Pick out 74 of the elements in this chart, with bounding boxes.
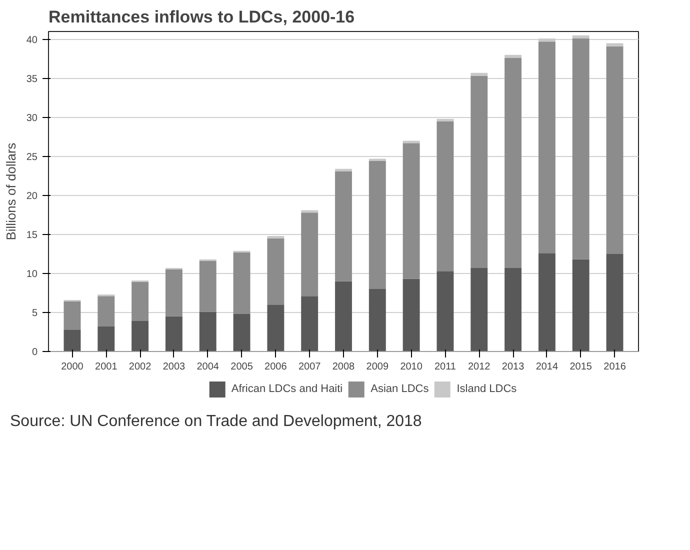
legend-label: African LDCs and Haiti — [231, 383, 343, 395]
x-tick-label: 2002 — [128, 362, 152, 372]
y-tick-label: 40 — [26, 34, 38, 46]
bar — [470, 72, 488, 76]
x-tick-label: 2001 — [95, 362, 118, 372]
bar — [436, 121, 454, 272]
bar — [301, 212, 318, 296]
bar — [572, 259, 590, 352]
bar — [606, 46, 624, 254]
x-tick-label: 2011 — [434, 362, 456, 372]
bar — [436, 118, 454, 122]
bar — [402, 143, 420, 279]
bar — [538, 42, 556, 254]
source-note: Source: UN Conference on Trade and Development, 2018 — [10, 412, 422, 432]
bar — [606, 43, 624, 46]
y-tick-label: 30 — [26, 112, 38, 124]
bar — [368, 158, 386, 162]
y-tick-label: 35 — [26, 74, 38, 85]
bar — [132, 282, 149, 322]
x-tick-label: 2012 — [468, 362, 491, 372]
x-tick-label: 2007 — [298, 362, 322, 372]
bar — [572, 38, 590, 260]
bar — [199, 312, 216, 352]
bar — [368, 161, 386, 290]
x-tick-label: 2003 — [162, 362, 186, 372]
bar — [368, 289, 386, 352]
legend-label: Asian LDCs — [370, 383, 429, 395]
bar — [267, 238, 284, 305]
bar — [233, 252, 250, 314]
bar — [470, 76, 488, 268]
bar — [199, 260, 216, 312]
bar — [335, 171, 352, 282]
x-tick-label: 2014 — [536, 362, 559, 372]
bar — [301, 296, 318, 352]
bar — [538, 253, 556, 352]
bar — [402, 278, 420, 352]
bar — [572, 35, 590, 39]
bar — [504, 58, 522, 268]
x-tick-label: 2015 — [570, 362, 592, 372]
bar — [504, 54, 522, 58]
bar — [436, 271, 454, 352]
y-tick-label: 5 — [32, 308, 38, 319]
bar — [64, 330, 81, 352]
bar — [233, 314, 250, 352]
x-tick-label: 2005 — [230, 362, 254, 372]
bar — [165, 270, 182, 316]
bar — [606, 254, 624, 352]
legend-label: Island LDCs — [456, 383, 517, 395]
bar — [98, 326, 115, 352]
bar — [470, 268, 488, 352]
bar — [301, 210, 318, 213]
y-tick-label: 25 — [26, 152, 38, 163]
x-tick-label: 2016 — [604, 362, 626, 372]
y-tick-label: 20 — [26, 190, 38, 202]
x-tick-label: 2013 — [502, 362, 525, 372]
bar — [132, 321, 149, 352]
y-tick-label: 0 — [32, 347, 38, 358]
y-tick-label: 15 — [26, 230, 38, 241]
x-tick-label: 2006 — [264, 362, 288, 372]
bar — [267, 304, 284, 352]
x-tick-label: 2000 — [61, 362, 84, 372]
x-tick-label: 2004 — [196, 362, 220, 372]
bar — [504, 268, 522, 352]
bar — [98, 296, 115, 327]
x-tick-label: 2010 — [400, 362, 423, 372]
y-axis-title: Billions of dollars — [3, 142, 18, 240]
bar — [335, 281, 352, 352]
chart-title: Remittances inflows to LDCs, 2000-16 — [48, 8, 355, 26]
bar — [64, 302, 81, 330]
y-tick-label: 10 — [26, 268, 38, 280]
bar — [165, 316, 182, 352]
x-tick-label: 2008 — [332, 362, 356, 372]
x-tick-label: 2009 — [366, 362, 389, 372]
bar — [267, 236, 284, 238]
